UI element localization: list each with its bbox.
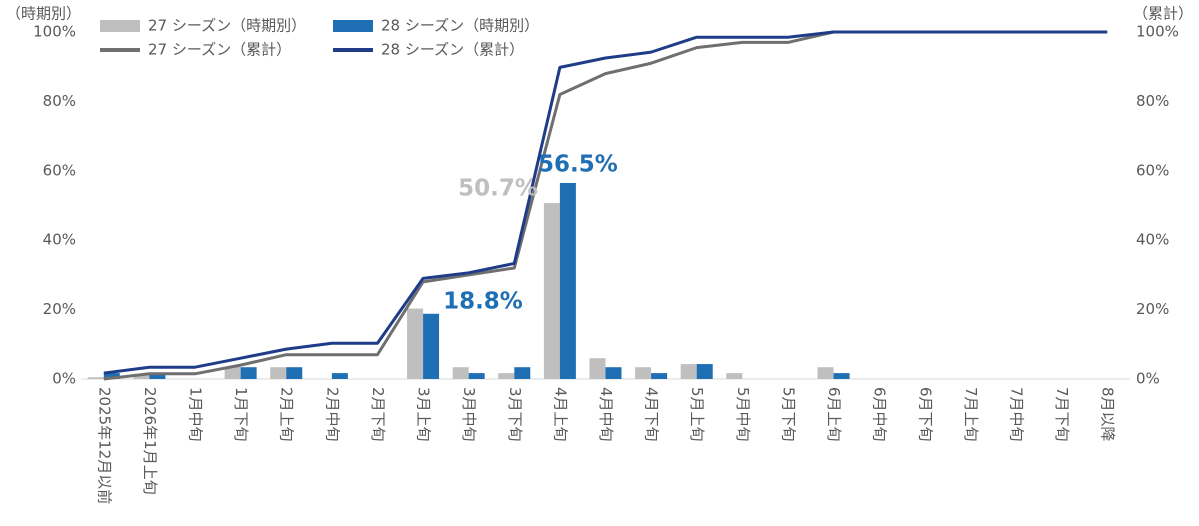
bar [559,182,576,379]
bar [224,366,241,379]
bar [543,203,560,379]
bar [833,373,850,379]
bar [407,308,424,379]
y2-tick-label: 40% [1136,231,1169,249]
x-tick-label: 2月上旬 [278,387,296,442]
y-tick-label: 0% [52,370,76,388]
x-tick-label: 3月中旬 [460,387,478,442]
bar [468,373,485,379]
x-tick-label: 6月下旬 [916,387,934,442]
x-tick-label: 7月上旬 [962,387,980,442]
line-series [103,30,1108,375]
y2-axis-title: （累計） [1133,5,1193,23]
bar [680,364,697,379]
bar [696,364,713,379]
x-tick-label: 4月下旬 [643,387,661,442]
x-tick-label: 1月下旬 [232,387,250,442]
bar [133,373,150,379]
legend-swatch [333,20,373,32]
y-tick-label: 100% [33,23,76,41]
y-tick-label: 20% [43,300,76,318]
x-tick-label: 8月以降 [1099,387,1117,442]
x-tick-label: 5月中旬 [734,387,752,442]
bar [635,367,652,379]
x-tick-label: 2月中旬 [323,387,341,442]
legend-swatch [100,20,140,32]
bar [87,377,104,379]
bar [103,373,120,379]
y2-tick-label: 100% [1136,23,1179,41]
x-tick-label: 5月上旬 [688,387,706,442]
bar [452,367,469,379]
x-tick-label: 7月中旬 [1007,387,1025,442]
x-tick-label: 3月上旬 [415,387,433,442]
bar [331,373,348,379]
y-tick-label: 80% [43,92,76,110]
bar [514,367,531,379]
bar [286,367,303,379]
bar [149,373,166,379]
legend-label: 28 シーズン（時期別） [381,17,539,35]
bar [423,313,440,379]
value-label: 50.7% [458,176,538,202]
x-tick-label: 6月中旬 [871,387,889,442]
y-tick-label: 60% [43,161,76,179]
y2-tick-label: 80% [1136,92,1169,110]
bar [240,367,257,379]
bar [498,373,515,379]
x-tick-label: 2月下旬 [369,387,387,442]
bar [270,367,287,379]
legend-label: 28 シーズン（累計） [381,41,524,59]
x-tick-label: 6月上旬 [825,387,843,442]
bar [605,367,622,379]
x-tick-label: 2025年12月以前 [95,387,113,504]
y2-tick-label: 60% [1136,161,1169,179]
y2-tick-label: 0% [1136,370,1160,388]
legend-label: 27 シーズン（時期別） [148,17,306,35]
x-tick-label: 4月上旬 [551,387,569,442]
bar [589,358,606,379]
y-tick-label: 40% [43,231,76,249]
x-tick-label: 1月中旬 [187,387,205,442]
legend-label: 27 シーズン（累計） [148,41,291,59]
bar [651,373,668,379]
x-tick-label: 5月下旬 [779,387,797,442]
bar [817,367,834,379]
x-tick-label: 4月中旬 [597,387,615,442]
bar [726,373,743,379]
x-tick-label: 7月下旬 [1053,387,1071,442]
value-label: 18.8% [443,288,523,314]
y-axis-title: （時期別） [6,5,81,23]
value-label: 56.5% [538,151,618,177]
x-tick-label: 2026年1月上旬 [141,387,159,495]
x-tick-label: 3月下旬 [506,387,524,442]
line-series [103,30,1108,381]
y2-tick-label: 20% [1136,300,1169,318]
